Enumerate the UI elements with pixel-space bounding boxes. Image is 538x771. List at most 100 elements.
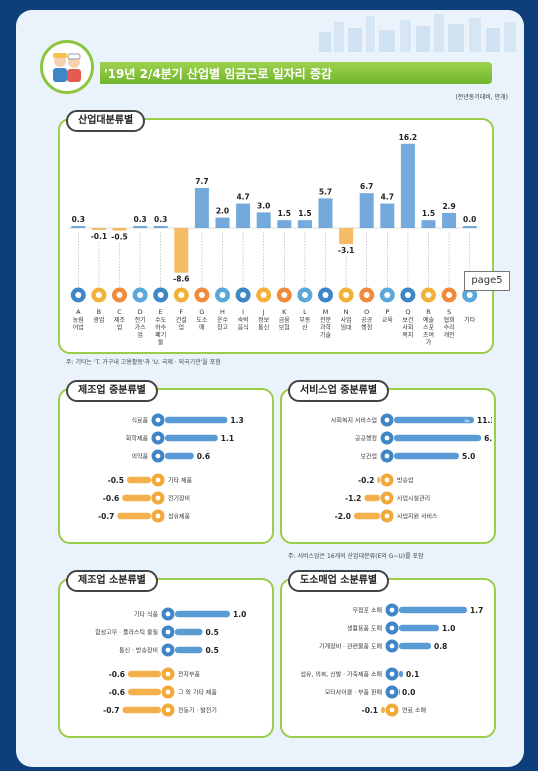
- bar: [297, 220, 312, 228]
- row: 0.8 기계장비 · 관련물품 도매: [319, 639, 447, 653]
- category-code: M: [323, 308, 329, 316]
- bar: [400, 143, 415, 228]
- icon-glyph: [165, 671, 171, 677]
- bar-value-label: 1.5: [298, 209, 311, 218]
- bar: [421, 220, 436, 228]
- icon-glyph: [165, 611, 171, 617]
- bar-value-label: -0.7: [98, 512, 114, 521]
- category-label: 매: [199, 324, 205, 332]
- row: 11.3 사회복지 서비스업 ≈: [331, 413, 492, 427]
- category-label: 공공: [361, 317, 373, 324]
- bar-value-label: 6.7: [484, 434, 492, 443]
- category-label: 건설: [176, 316, 187, 324]
- icon-glyph: [404, 292, 411, 298]
- icon-glyph: [389, 707, 395, 713]
- bar-value-label: -1.2: [345, 494, 361, 503]
- icon-glyph: [343, 292, 350, 298]
- industry-panel-title: 산업대분류별: [66, 110, 146, 132]
- icon-glyph: [165, 707, 171, 713]
- bar: [256, 212, 271, 228]
- category-label: 협회: [444, 316, 455, 324]
- row: 1.1 화학제품: [126, 431, 234, 445]
- category-label: 도소: [196, 317, 208, 324]
- icon-glyph: [165, 629, 171, 635]
- category-label: 업: [137, 331, 143, 339]
- icon-glyph: [155, 417, 161, 423]
- category-label: 그 외 기타 제품: [178, 689, 217, 697]
- icon-glyph: [155, 477, 161, 483]
- bar-value-label: -0.6: [109, 688, 125, 697]
- bar-value-label: 0.6: [197, 452, 210, 461]
- row: -0.6 전기장비: [103, 491, 190, 505]
- bar-value-label: 1.5: [422, 209, 435, 218]
- note-service: 주: 서비스업은 16개의 산업대분류(E와 G~U)를 포함: [288, 553, 424, 560]
- category-label: 섬유제품: [168, 513, 191, 521]
- category-code: E: [159, 308, 163, 316]
- category-code: K: [282, 308, 287, 316]
- bar-value-label: -0.5: [108, 476, 124, 485]
- category-label: 기계장비 · 관련물품 도매: [319, 643, 382, 651]
- category-label: 츠여: [423, 331, 434, 339]
- bar-value-label: 1.1: [221, 434, 234, 443]
- category-label: 사업시설관리: [397, 495, 430, 503]
- bar-value-label: 0.3: [72, 215, 85, 224]
- bar: [112, 228, 127, 231]
- bar-value-label: 0.0: [463, 215, 476, 224]
- category-label: 보험: [279, 324, 290, 332]
- row: 0.1 섬유, 의복, 신발 · 가죽제품 소매: [301, 667, 419, 681]
- category-label: 정보: [258, 317, 270, 324]
- category-label: 통신: [258, 324, 269, 332]
- bar-value-label: -0.6: [109, 670, 125, 679]
- icon-glyph: [155, 495, 161, 501]
- title-bar: [100, 62, 492, 84]
- bar-value-label: 0.3: [154, 215, 167, 224]
- category-label: 식료품: [131, 417, 148, 425]
- category-label: 과학: [320, 324, 332, 332]
- bar-value-label: 3.0: [257, 201, 270, 210]
- icon-glyph: [384, 513, 390, 519]
- category-label: 산: [302, 324, 308, 332]
- icon-glyph: [240, 292, 247, 298]
- row: 1.0 생활용품 도매: [347, 621, 455, 635]
- bar: [277, 220, 292, 228]
- bar: [394, 416, 474, 424]
- row: 1.3 식료품: [131, 413, 244, 427]
- icon-glyph: [95, 292, 102, 298]
- category-label: 임대: [341, 324, 352, 332]
- icon-glyph: [389, 607, 395, 613]
- row: 6.7 공공행정: [355, 431, 492, 445]
- category-label: 화학제품: [126, 435, 149, 443]
- row: -1.2 사업시설관리: [345, 491, 430, 505]
- row: 1.7 무점포 소매: [352, 603, 483, 617]
- break-mark: ≈: [464, 417, 470, 425]
- bar: [175, 628, 203, 636]
- row: 0.5 합성고무 · 플라스틱 물질: [95, 625, 219, 639]
- row: -0.1 연료 소매: [362, 703, 426, 717]
- category-label: 사업: [341, 316, 352, 324]
- category-label: 업: [117, 324, 123, 332]
- category-code: A: [76, 308, 81, 316]
- row: 0.5 통신 · 방송장비: [119, 643, 219, 657]
- icon-glyph: [363, 292, 370, 298]
- bar: [399, 642, 431, 650]
- bar-value-label: 2.9: [442, 202, 455, 211]
- bar: [394, 434, 482, 442]
- bar-value-label: -0.6: [103, 494, 119, 503]
- category-code: L: [303, 308, 307, 316]
- bar: [91, 228, 106, 230]
- category-label: 가스: [135, 324, 147, 332]
- category-label: 가: [426, 339, 432, 347]
- bar-value-label: -0.5: [111, 233, 127, 242]
- bar: [128, 688, 161, 696]
- bar-value-label: 0.3: [133, 215, 146, 224]
- category-label: 수리: [444, 324, 455, 332]
- service-mid-title: 서비스업 중분류별: [288, 380, 390, 402]
